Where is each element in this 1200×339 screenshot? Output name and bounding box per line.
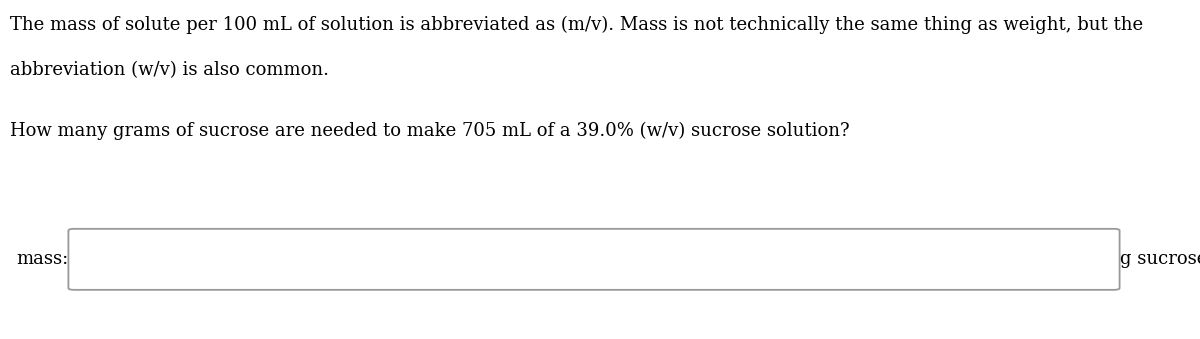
FancyBboxPatch shape <box>68 229 1120 290</box>
Text: mass:: mass: <box>16 250 68 268</box>
Text: The mass of solute per 100 mL of solution is abbreviated as (m/v). Mass is not t: The mass of solute per 100 mL of solutio… <box>10 15 1142 34</box>
Text: How many grams of sucrose are needed to make 705 mL of a 39.0% (w/v) sucrose sol: How many grams of sucrose are needed to … <box>10 122 850 140</box>
Text: g sucrose: g sucrose <box>1120 250 1200 268</box>
Text: abbreviation (w/v) is also common.: abbreviation (w/v) is also common. <box>10 61 329 79</box>
